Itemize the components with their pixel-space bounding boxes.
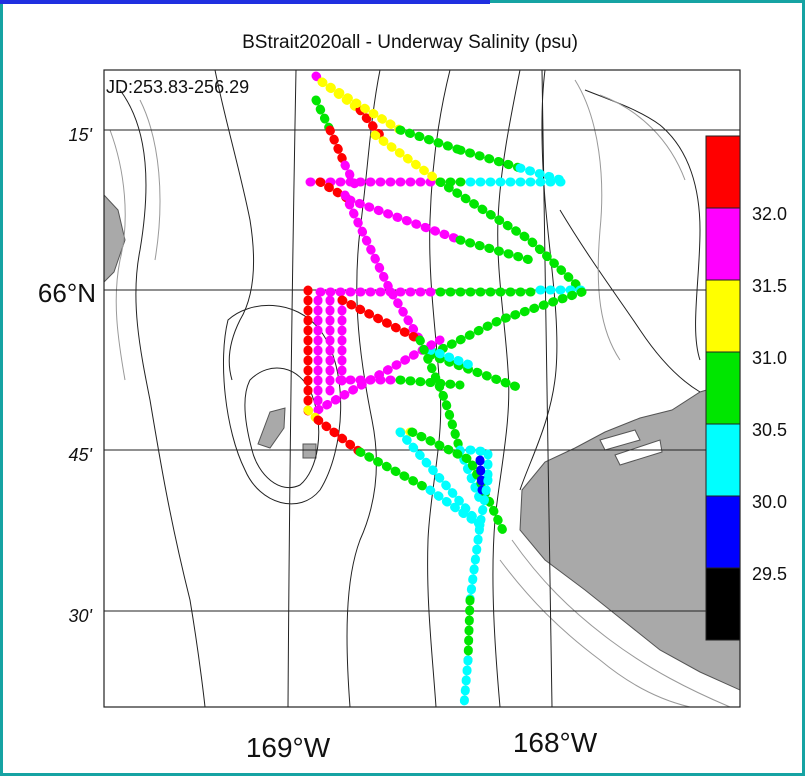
- colorbar-swatch: [705, 207, 741, 281]
- depth-contour-light: [574, 79, 621, 361]
- depth-contour: [244, 367, 320, 488]
- depth-contour-light: [511, 539, 731, 707]
- track-segment: [325, 125, 350, 170]
- land-little-diomede: [302, 443, 317, 459]
- colorbar-label: 30.5: [752, 420, 787, 440]
- depth-contour: [119, 89, 206, 707]
- track-segment: [337, 295, 425, 345]
- depth-contour: [222, 304, 342, 505]
- colorbar-label: 30.0: [752, 492, 787, 512]
- depth-contour-light: [499, 559, 691, 707]
- lat-label-66n: 66°N: [38, 278, 96, 308]
- depth-contour-light: [599, 94, 686, 181]
- depth-contour-light: [139, 99, 161, 261]
- lat-label-15: 15': [69, 125, 93, 145]
- salinity-colorbar: 32.0 31.5 31.0 30.5 30.0 29.5: [705, 135, 787, 641]
- track-segment: [425, 350, 525, 393]
- track-segment: [465, 475, 493, 605]
- track-segment: [340, 190, 425, 345]
- land-alaska-islet-1: [599, 429, 641, 451]
- map-title: BStrait2020all - Underway Salinity (psu): [242, 32, 578, 53]
- depth-contour: [346, 70, 381, 707]
- colorbar-swatch: [705, 279, 741, 353]
- land-alaska: [519, 379, 740, 691]
- depth-contour-light: [109, 129, 126, 381]
- depth-contour: [519, 70, 558, 491]
- depth-contour: [559, 209, 701, 393]
- top-accent-bar: [0, 0, 490, 4]
- colorbar-label: 31.5: [752, 276, 787, 296]
- track-segment: [465, 445, 493, 485]
- track-segment: [395, 375, 465, 390]
- track-segment: [370, 130, 445, 187]
- track-segment: [345, 195, 465, 245]
- track-segment: [355, 447, 435, 495]
- colorbar-label: 29.5: [752, 564, 787, 584]
- track-segment: [313, 415, 365, 457]
- grid-lon-169w: [287, 70, 297, 707]
- grid-lon-168w: [541, 70, 553, 707]
- track-segment: [455, 235, 535, 265]
- colorbar-swatch: [705, 135, 741, 209]
- colorbar-label: 32.0: [752, 204, 787, 224]
- track-segment: [395, 427, 485, 530]
- jd-label: JD:253.83-256.29: [106, 77, 249, 97]
- colorbar-label: 31.0: [752, 348, 787, 368]
- track-segment: [407, 427, 510, 540]
- land-chukotka: [104, 194, 126, 283]
- lon-label-169w: 169°W: [246, 732, 331, 763]
- colorbar-swatch: [705, 495, 741, 569]
- track-segment: [459, 655, 473, 707]
- track-segment: [395, 125, 465, 155]
- track-segment: [415, 335, 465, 455]
- track-segment: [313, 335, 445, 415]
- lon-label-168w: 168°W: [513, 727, 598, 758]
- track-segment: [425, 287, 587, 360]
- colorbar-swatch: [705, 423, 741, 497]
- track-segment: [317, 77, 405, 135]
- track-segment: [475, 455, 487, 495]
- track-segment: [435, 177, 587, 295]
- depth-contour: [214, 70, 255, 381]
- land-big-diomede: [257, 407, 286, 449]
- lat-label-30: 30': [69, 606, 93, 626]
- depth-contour: [584, 89, 701, 361]
- track-segment: [463, 595, 475, 665]
- land-alaska-islet-2: [614, 439, 663, 466]
- colorbar-swatch: [705, 351, 741, 425]
- colorbar-swatch: [705, 567, 741, 641]
- track-segment: [311, 95, 335, 135]
- track-segment: [455, 145, 525, 173]
- lat-label-45: 45': [69, 445, 93, 465]
- depth-contour: [492, 70, 521, 707]
- track-segment: [425, 345, 475, 370]
